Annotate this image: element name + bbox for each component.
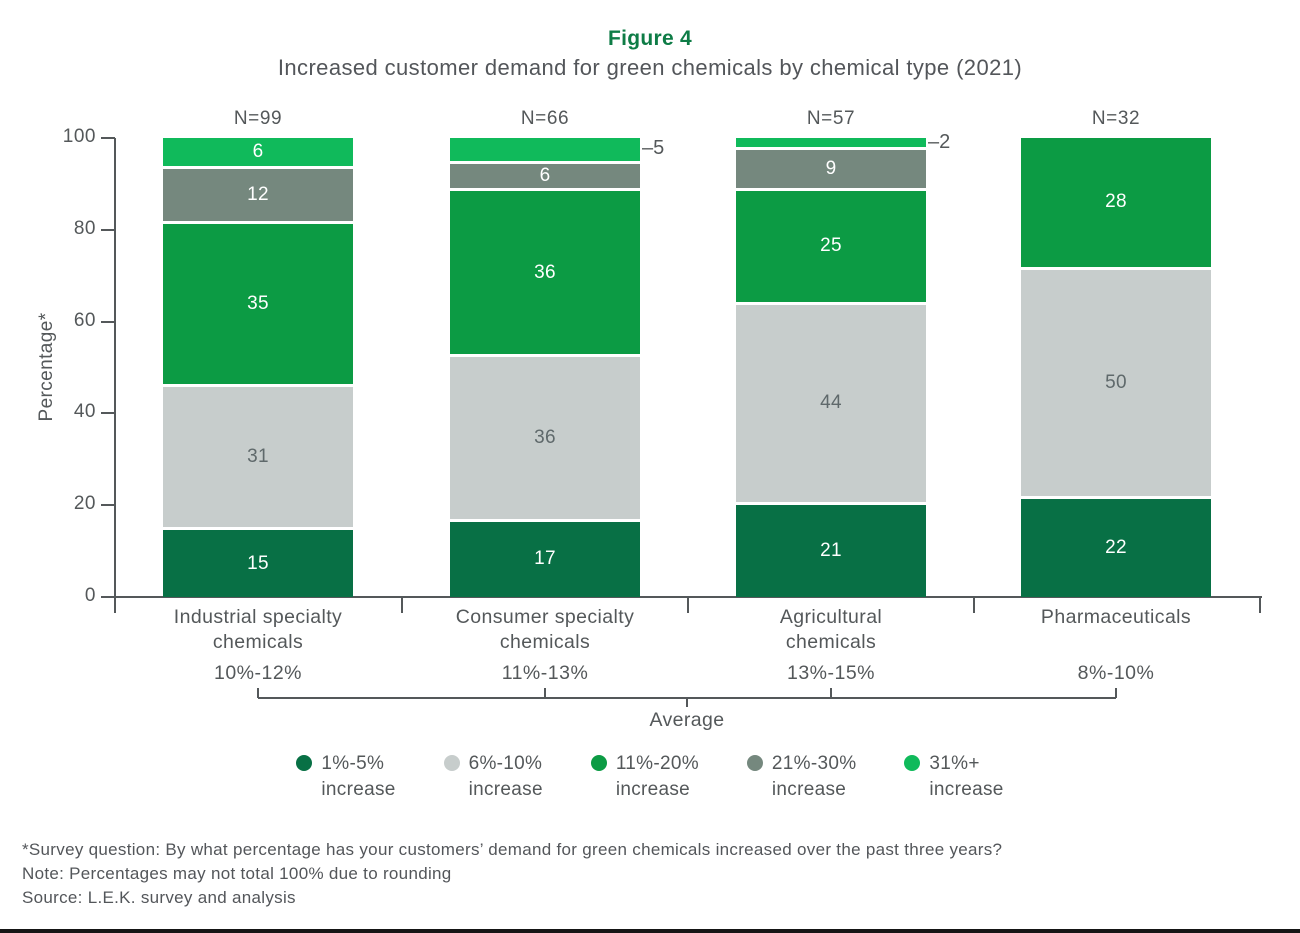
footnote-rounding-note: Note: Percentages may not total 100% due… xyxy=(22,864,452,883)
bar-segment: 35 xyxy=(163,221,353,384)
legend-item: 31%+ increase xyxy=(904,751,1003,803)
y-tick-label: 80 xyxy=(73,217,96,239)
bar-segment: 6 xyxy=(450,160,640,189)
category-separator-tick xyxy=(401,597,403,613)
bar-n-label: N=99 xyxy=(233,108,283,129)
average-bracket-tick xyxy=(257,688,259,698)
y-axis-tick xyxy=(101,137,115,139)
category-label: Agricultural chemicals xyxy=(779,606,883,653)
average-range-label: 10%-12% xyxy=(213,662,303,684)
bar-segment: 31 xyxy=(163,383,353,528)
y-axis-tick xyxy=(101,228,115,231)
average-bracket-tick xyxy=(544,688,546,698)
bar-segment: 50 xyxy=(1021,266,1211,497)
y-tick-label: 20 xyxy=(73,493,96,515)
average-range-label: 8%-10% xyxy=(1077,662,1155,684)
y-tick-label: 0 xyxy=(84,585,96,606)
bar-n-label: N=66 xyxy=(520,108,570,129)
category-label: Pharmaceuticals xyxy=(1040,606,1192,628)
bar-segment: 9 xyxy=(736,147,926,188)
segment-callout-label: –5 xyxy=(642,137,665,160)
legend-item: 6%-10% increase xyxy=(443,751,543,803)
legend-range: 11%-20% xyxy=(615,753,699,774)
average-bracket-center-tick xyxy=(686,697,688,707)
y-tick-label: 40 xyxy=(73,401,96,423)
bar-segment: 6 xyxy=(163,138,353,166)
legend-dot-icon xyxy=(904,755,921,771)
stacked-bar: 6 12 35 31 15 xyxy=(163,138,353,597)
legend-item: 1%-5% increase xyxy=(296,751,395,803)
bar-n-label: N=32 xyxy=(1091,108,1141,129)
legend-range: 6%-10% xyxy=(468,753,543,774)
legend-item: 11%-20% increase xyxy=(590,751,699,803)
average-bracket-label: Average xyxy=(649,709,725,731)
bar-n-label: N=57 xyxy=(806,108,856,129)
image-bottom-border xyxy=(0,929,1300,933)
bar-segment: 21 xyxy=(736,501,926,597)
bar-segment: 44 xyxy=(736,301,926,502)
legend-label: 6%-10% increase xyxy=(469,751,543,803)
category-separator-tick xyxy=(687,597,689,613)
legend-suffix: increase xyxy=(468,779,543,800)
category-separator-tick xyxy=(973,597,975,613)
legend-suffix: increase xyxy=(321,779,396,800)
category-separator-tick xyxy=(1259,597,1261,613)
legend-label: 21%-30% increase xyxy=(772,751,856,803)
y-axis-line xyxy=(114,138,116,613)
bar-segment: 17 xyxy=(450,518,640,597)
legend-dot-icon xyxy=(443,755,460,771)
category-label: Consumer specialty chemicals xyxy=(455,606,635,653)
bar-segment: 12 xyxy=(163,165,353,222)
y-axis-tick xyxy=(101,320,115,323)
bar-segment: 36 xyxy=(450,353,640,519)
stacked-bar: 28 50 22 xyxy=(1021,138,1211,597)
y-axis-tick xyxy=(101,596,115,598)
y-axis-tick xyxy=(101,412,115,415)
legend-range: 21%-30% xyxy=(771,753,857,774)
bar-segment: 36 xyxy=(450,188,640,354)
bar-segment: 15 xyxy=(163,527,353,597)
legend-suffix: increase xyxy=(929,779,1004,800)
figure-label: Figure 4 xyxy=(607,27,693,50)
legend-suffix: increase xyxy=(615,779,691,800)
average-range-label: 11%-13% xyxy=(501,662,589,684)
stacked-bar: 9 25 44 21 xyxy=(736,138,926,597)
legend-range: 31%+ xyxy=(929,753,980,774)
legend-suffix: increase xyxy=(771,779,847,800)
y-axis-tick xyxy=(101,504,115,507)
bar-segment: 28 xyxy=(1021,138,1211,267)
segment-callout-label: –2 xyxy=(928,130,951,153)
legend-dot-icon xyxy=(746,755,763,771)
legend: 1%-5% increase 6%-10% increase 11%-20% increa… xyxy=(0,751,1300,803)
footnotes: *Survey question: By what percentage has… xyxy=(22,838,1242,910)
legend-dot-icon xyxy=(590,755,607,771)
legend-label: 11%-20% increase xyxy=(616,751,699,803)
y-tick-label: 100 xyxy=(62,126,96,147)
bar-segment xyxy=(450,138,640,161)
legend-range: 1%-5% xyxy=(321,753,385,774)
y-tick-label: 60 xyxy=(73,309,96,331)
average-bracket-tick xyxy=(830,688,832,698)
average-bracket-tick xyxy=(1115,688,1117,698)
average-range-label: 13%-15% xyxy=(786,662,876,684)
legend-label: 1%-5% increase xyxy=(321,751,395,803)
stacked-bar: 6 36 36 17 xyxy=(450,138,640,597)
category-label: Industrial specialty chemicals xyxy=(173,606,343,653)
bar-segment: 25 xyxy=(736,187,926,302)
footnote-source: Source: L.E.K. survey and analysis xyxy=(22,888,296,907)
bar-segment: 22 xyxy=(1021,496,1211,597)
chart-title: Increased customer demand for green chem… xyxy=(277,55,1023,80)
legend-item: 21%-30% increase xyxy=(746,751,856,803)
legend-dot-icon xyxy=(296,755,313,771)
bar-segment xyxy=(736,138,926,148)
legend-label: 31%+ increase xyxy=(929,751,1003,803)
footnote-survey-question: *Survey question: By what percentage has… xyxy=(22,840,1003,859)
